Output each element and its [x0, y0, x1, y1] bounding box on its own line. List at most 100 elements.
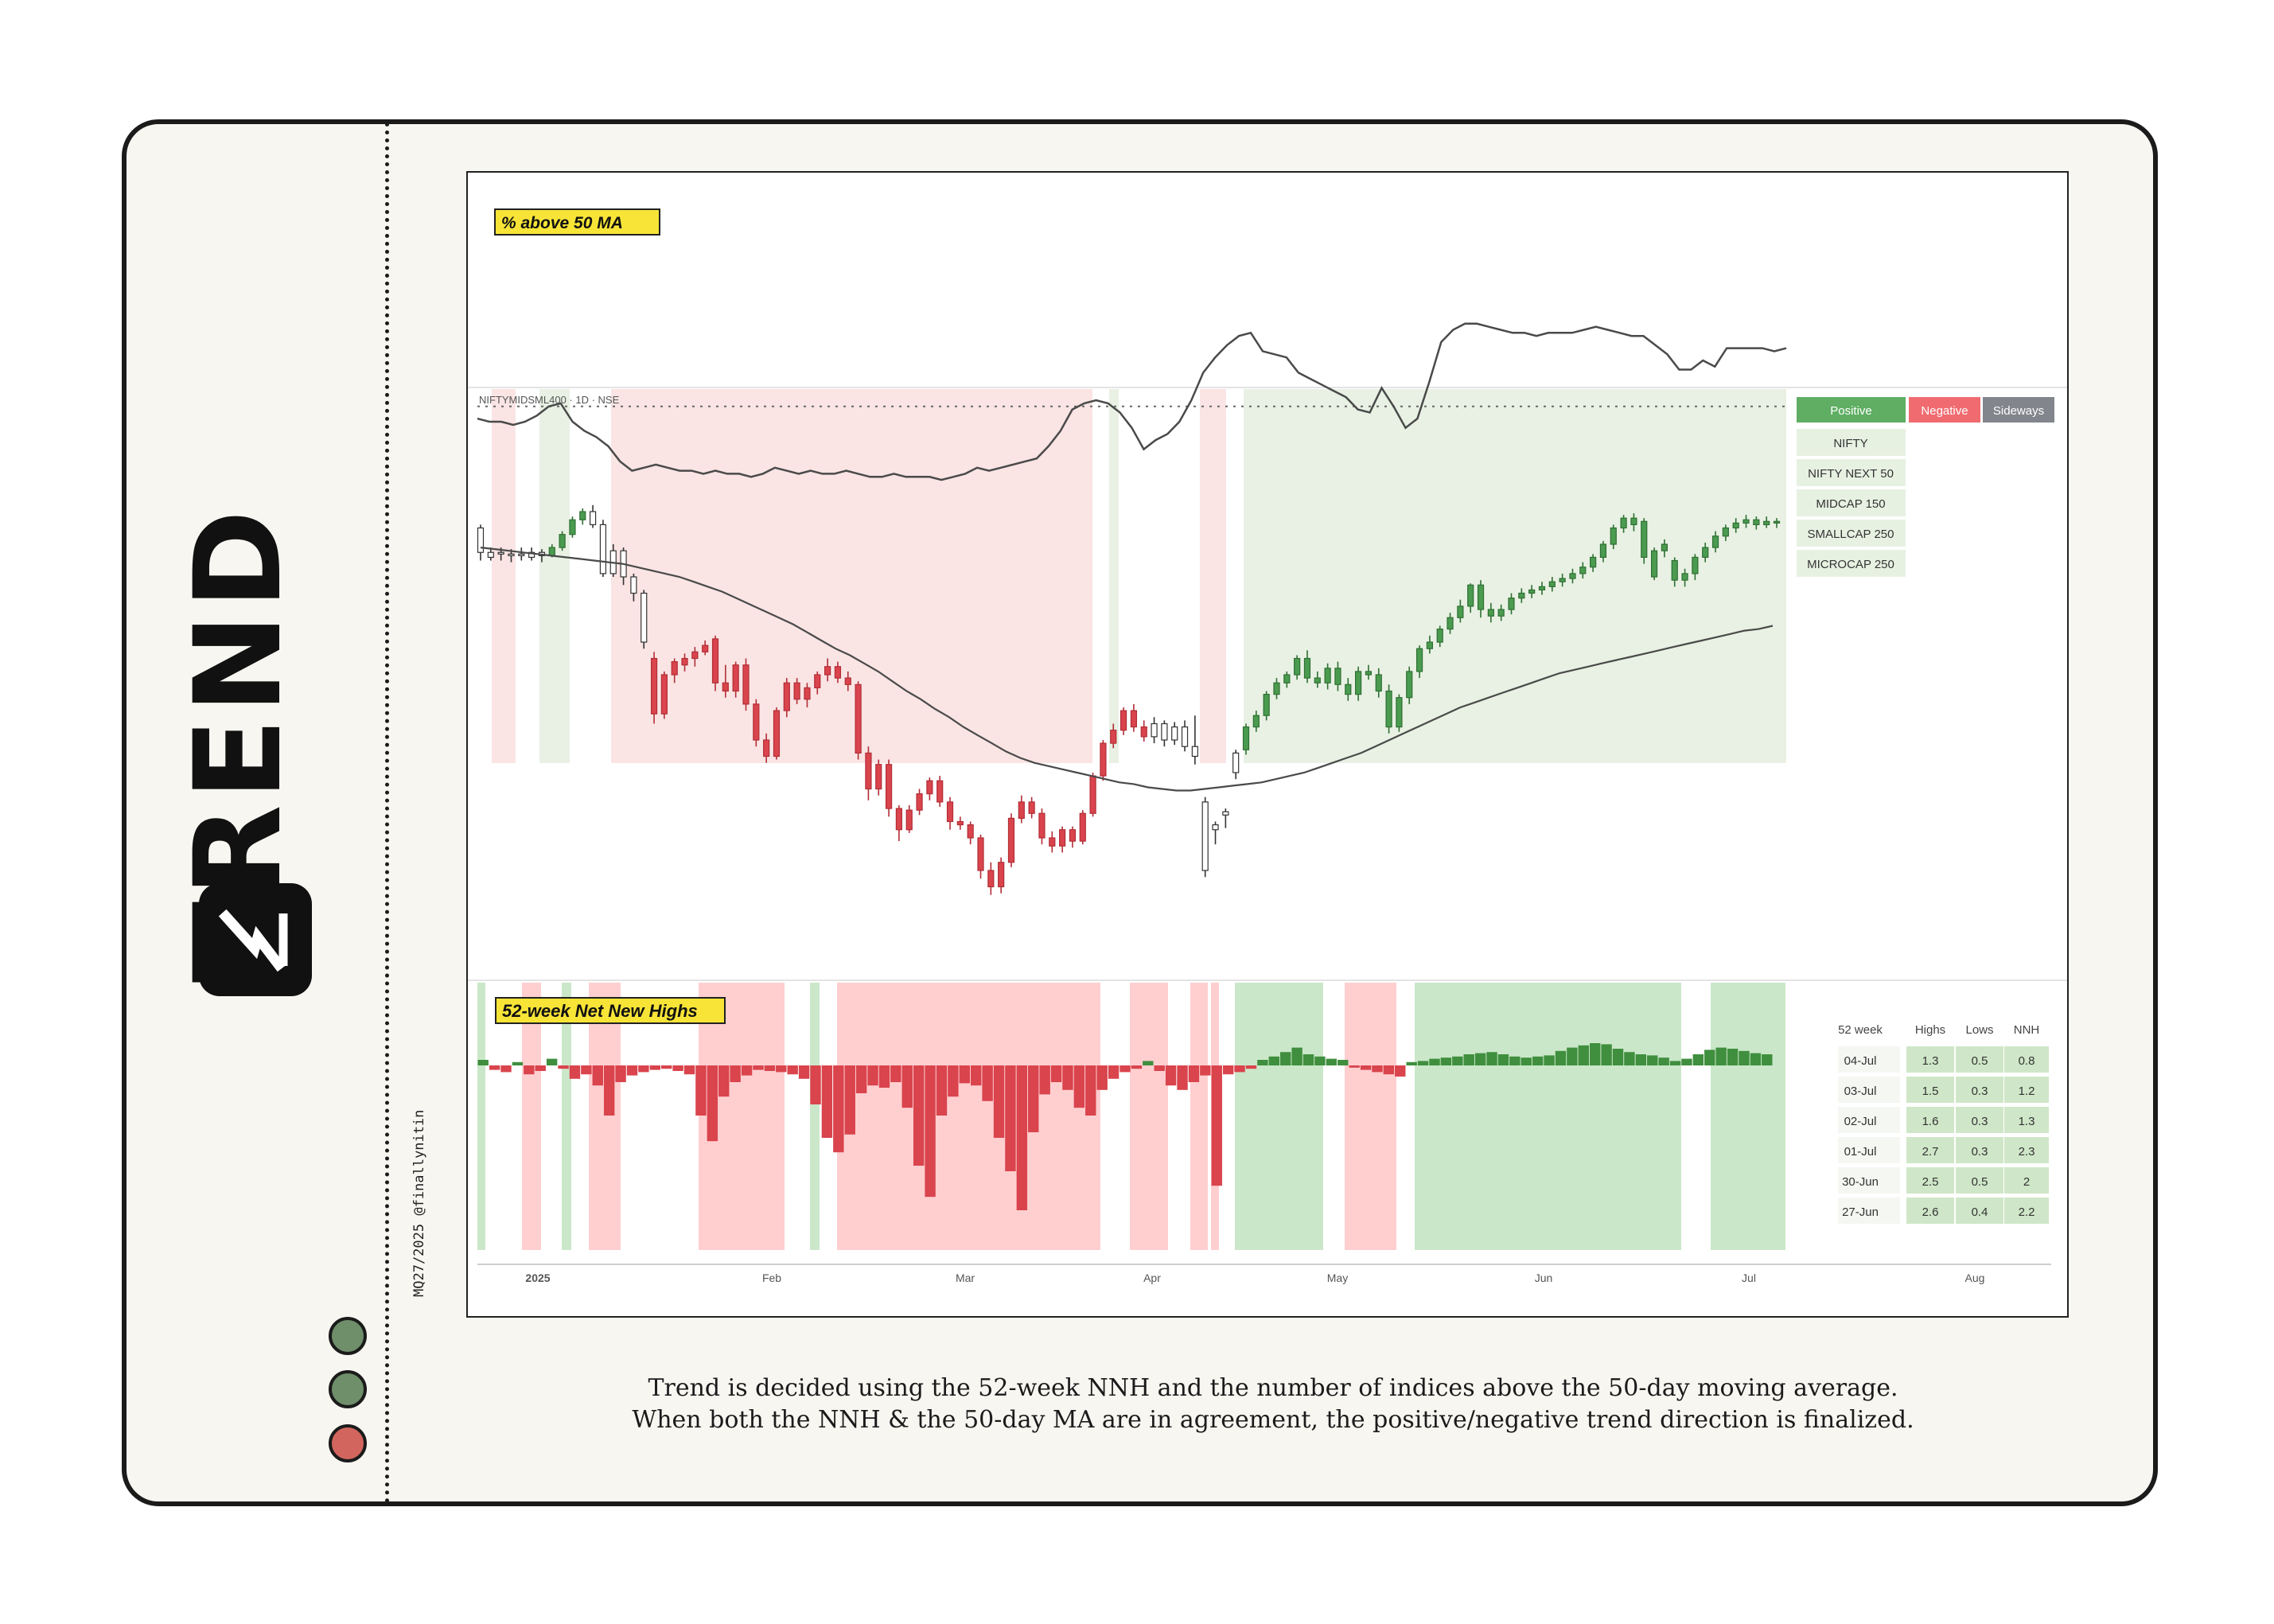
nnh-table-value: 2.2	[2019, 1205, 2035, 1219]
x-tick-label: 2025	[525, 1272, 550, 1284]
nnh-bar-negative	[1085, 1065, 1096, 1116]
index-row-label: MICROCAP 250	[1807, 558, 1894, 571]
nnh-bar-positive	[1338, 1060, 1349, 1065]
candle-body	[1497, 609, 1505, 617]
nnh-table-cell	[1906, 1107, 1954, 1133]
candle-body	[1007, 817, 1015, 863]
candle-body	[1487, 609, 1494, 617]
candle-body	[518, 553, 525, 556]
nnh-table-value: 2.3	[2019, 1145, 2035, 1159]
nnh-bar-negative	[558, 1065, 569, 1069]
nnh-table-date-cell	[1838, 1107, 1900, 1133]
candle-body	[1324, 668, 1331, 683]
nnh-table-cell	[2004, 1046, 2049, 1073]
candle-body	[987, 870, 995, 888]
candle-body	[936, 780, 944, 803]
x-tick-label: Jun	[1535, 1272, 1553, 1284]
nnh-table-header: NNH	[2014, 1023, 2040, 1037]
candle-body	[487, 551, 494, 559]
candle-body	[855, 683, 862, 754]
nnh-bar-positive	[1440, 1057, 1452, 1065]
band-positive	[539, 389, 570, 763]
candle-body	[1590, 556, 1597, 568]
index-row-cell	[1797, 489, 1906, 516]
nnh-table-value: 2.6	[1922, 1205, 1939, 1219]
band-positive	[1244, 389, 1786, 763]
nnh-band-negative	[837, 983, 1100, 1250]
nnh-table-value: 1.3	[1922, 1054, 1939, 1068]
candle-body	[1742, 519, 1750, 524]
candle-body	[1610, 527, 1617, 545]
candle-body	[1396, 697, 1403, 728]
label-box-pct-above-50ma	[494, 208, 660, 236]
candle-body	[1303, 657, 1311, 679]
label-box-nnh	[495, 997, 726, 1024]
nnh-bar-positive	[1589, 1043, 1601, 1065]
index-row-cell	[1797, 520, 1906, 547]
candle-body	[1212, 824, 1219, 831]
nnh-bar-positive	[1692, 1054, 1704, 1065]
nnh-bar-negative	[1062, 1065, 1073, 1090]
x-tick-label: May	[1327, 1272, 1348, 1284]
candle-body	[865, 752, 872, 790]
candle-body	[1365, 671, 1373, 676]
candle-body	[804, 687, 811, 700]
candle-body	[497, 551, 504, 555]
candle-body	[559, 534, 566, 548]
nnh-bar-positive	[1635, 1054, 1647, 1065]
candle-body	[711, 638, 719, 683]
candle-body	[650, 657, 658, 715]
nnh-bar-negative	[959, 1065, 971, 1084]
author-handle: MQ27/2025 @finallynitin	[411, 1109, 427, 1297]
nnh-bar-negative	[661, 1065, 672, 1069]
candle-body	[1579, 567, 1587, 574]
nnh-bar-positive	[512, 1061, 524, 1065]
nnh-bar-positive	[1727, 1049, 1739, 1065]
candle-body	[926, 780, 933, 795]
nnh-table-cell	[2004, 1107, 2049, 1133]
nnh-table-value: 1.2	[2019, 1085, 2035, 1098]
nnh-bar-negative	[1073, 1065, 1085, 1108]
candle-body	[793, 682, 800, 700]
nnh-bar-positive	[1429, 1058, 1440, 1065]
candle-body	[1100, 742, 1107, 777]
nnh-table-cell	[2004, 1198, 2049, 1224]
candle-body	[1355, 671, 1362, 695]
nnh-bar-negative	[776, 1065, 787, 1073]
nnh-bar-positive	[1509, 1056, 1521, 1065]
nnh-table-cell	[1906, 1137, 1954, 1163]
nnh-bar-negative	[1222, 1065, 1234, 1075]
candle-body	[1711, 535, 1719, 548]
nnh-table-cell	[1956, 1167, 2003, 1194]
nnh-bar-negative	[1016, 1065, 1028, 1210]
nnh-bar-negative	[1039, 1065, 1050, 1095]
candle-body	[569, 519, 576, 535]
nnh-table-date-cell	[1838, 1077, 1900, 1103]
candle-body	[1763, 520, 1770, 525]
nnh-bar-negative	[649, 1065, 661, 1070]
index-header-negative	[1909, 397, 1980, 423]
nnh-bar-negative	[1005, 1065, 1016, 1171]
index-row-label: NIFTY NEXT 50	[1808, 467, 1894, 481]
nnh-table-value: 0.5	[1972, 1054, 1988, 1068]
nnh-table-cell	[1906, 1198, 1954, 1224]
trend-logo-icon	[199, 883, 312, 996]
series-line-ma50	[480, 547, 1774, 792]
candle-body	[1242, 726, 1250, 750]
candle-body	[1753, 519, 1760, 526]
nnh-bar-positive	[1715, 1047, 1727, 1065]
candle-body	[1661, 543, 1669, 551]
nnh-bar-positive	[1647, 1055, 1658, 1065]
nnh-table-value: 2.5	[1922, 1175, 1939, 1189]
candle-body	[589, 511, 597, 525]
nnh-table-date-cell	[1838, 1046, 1900, 1073]
nnh-bar-negative	[1131, 1065, 1143, 1069]
candle-body	[773, 710, 781, 757]
index-header-positive	[1797, 397, 1906, 423]
nnh-bar-positive	[1463, 1054, 1474, 1065]
nnh-bar-positive	[1658, 1057, 1669, 1065]
index-header-label: Negative	[1921, 404, 1968, 418]
candle-body	[1119, 710, 1127, 731]
nnh-table-cell	[1906, 1167, 1954, 1194]
nnh-bar-negative	[844, 1065, 855, 1135]
